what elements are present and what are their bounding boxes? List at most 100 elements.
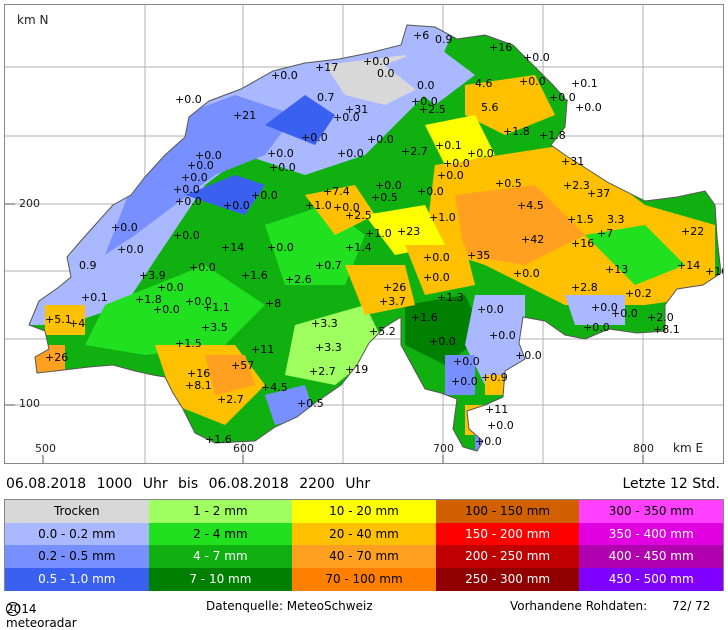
station-value: +11 xyxy=(485,403,509,416)
station-value: +1.6 xyxy=(205,433,232,446)
station-value: +0.0 xyxy=(489,329,516,342)
station-value: +4.5 xyxy=(261,381,288,394)
station-value: +4.5 xyxy=(517,199,544,212)
station-value: +0.0 xyxy=(301,131,328,144)
station-value: +0.0 xyxy=(153,303,180,316)
station-value: +3.9 xyxy=(139,269,166,282)
station-value: +21 xyxy=(233,109,257,122)
station-value: +4 xyxy=(69,317,86,330)
station-value: +0.0 xyxy=(523,51,550,64)
station-value: +0.0 xyxy=(475,435,502,448)
station-value: +22 xyxy=(681,225,705,238)
period-label: Letzte 12 Std. xyxy=(622,476,720,492)
station-value: +31 xyxy=(561,155,585,168)
legend-entry: 0.5 - 1.0 mm xyxy=(5,567,149,591)
station-value: +0.0 xyxy=(187,159,214,172)
to-time: 2200 Uhr xyxy=(299,476,371,492)
station-value: +7.4 xyxy=(323,185,350,198)
station-value: +8.1 xyxy=(653,323,680,336)
legend-entry: 7 - 10 mm xyxy=(148,567,293,591)
station-value: +2.7 xyxy=(309,365,336,378)
station-value: +16 xyxy=(571,237,595,250)
raw-data-value: 72/ 72 xyxy=(672,599,711,613)
axis-east-label: km E xyxy=(673,441,704,455)
station-value: +0.0 xyxy=(417,185,444,198)
station-value: +1.8 xyxy=(503,125,530,138)
station-value: +1.5 xyxy=(567,213,594,226)
station-value: +0.0 xyxy=(443,157,470,170)
station-value: +2.6 xyxy=(285,273,312,286)
legend-entry: 100 - 150 mm xyxy=(435,500,580,523)
station-value: +2.7 xyxy=(401,145,428,158)
station-value: +26 xyxy=(45,351,69,364)
station-value: +16 xyxy=(489,41,513,54)
station-value: +0.0 xyxy=(173,229,200,242)
station-value: +5.1 xyxy=(45,313,72,326)
legend-entry: 20 - 40 mm xyxy=(292,522,436,546)
station-value: +0.5 xyxy=(495,177,522,190)
station-value: +0.0 xyxy=(437,169,464,182)
legend-entry: 350 - 400 mm xyxy=(579,522,723,546)
station-value: +0.0 xyxy=(423,271,450,284)
station-value: +13 xyxy=(605,263,629,276)
axis-north-label: km N xyxy=(17,13,49,27)
legend-entry: 1 - 2 mm xyxy=(148,500,293,523)
legend-entry: 150 - 200 mm xyxy=(435,522,580,546)
precipitation-legend: Trocken 0.0 - 0.2 mm 0.2 - 0.5 mm 0.5 - 1.0… xyxy=(4,499,724,591)
station-value: +2.7 xyxy=(217,393,244,406)
station-value: +2.3 xyxy=(563,179,590,192)
station-value: +0.0 xyxy=(251,189,278,202)
station-value: +42 xyxy=(521,233,545,246)
station-value: +57 xyxy=(231,359,255,372)
station-value: +37 xyxy=(587,187,611,200)
station-value: +3.7 xyxy=(379,295,406,308)
station-value: +0.0 xyxy=(583,321,610,334)
station-value: +0.7 xyxy=(315,259,342,272)
station-value: +0.0 xyxy=(189,261,216,274)
legend-entry: 0.0 - 0.2 mm xyxy=(5,522,149,546)
range-separator: bis xyxy=(178,476,199,492)
station-value: +1.0 xyxy=(429,211,456,224)
station-value: +0.0 xyxy=(611,307,638,320)
station-value: +19 xyxy=(345,363,369,376)
station-value: +1.8 xyxy=(135,293,162,306)
station-value: +0.0 xyxy=(575,101,602,114)
station-value: +0.0 xyxy=(519,75,546,88)
station-value: +2.8 xyxy=(571,281,598,294)
station-value: +31 xyxy=(345,103,369,116)
station-value: +1.0 xyxy=(365,227,392,240)
station-value: +7 xyxy=(597,227,614,240)
legend-entry: 300 - 350 mm xyxy=(579,500,723,523)
station-value: +0.0 xyxy=(111,221,138,234)
station-value: +0.2 xyxy=(625,287,652,300)
data-source: Datenquelle: MeteoSchweiz xyxy=(206,599,373,613)
y-tick-label: 200 xyxy=(19,197,40,210)
station-value: +0.0 xyxy=(453,355,480,368)
station-value: 4.6 xyxy=(475,77,493,90)
station-value: +17 xyxy=(315,61,339,74)
station-value: +0.0 xyxy=(185,295,212,308)
station-value: +1.8 xyxy=(539,129,566,142)
station-value: 3.3 xyxy=(607,213,625,226)
station-value: +0.0 xyxy=(157,281,184,294)
station-value: +0.0 xyxy=(195,149,222,162)
station-value: +0.0 xyxy=(477,303,504,316)
x-tick-label: 800 xyxy=(633,442,654,455)
legend-entry: 2 - 4 mm xyxy=(148,522,293,546)
station-value: +0.0 xyxy=(367,133,394,146)
station-value: +1.6 xyxy=(241,269,268,282)
station-value: 0.0 xyxy=(417,79,435,92)
station-value: +26 xyxy=(383,281,407,294)
station-value: +0.1 xyxy=(435,139,462,152)
from-time: 1000 Uhr xyxy=(96,476,168,492)
station-value: +0.1 xyxy=(571,77,598,90)
station-value: +1.3 xyxy=(437,291,464,304)
legend-entry: 40 - 70 mm xyxy=(292,545,436,568)
x-tick-label: 600 xyxy=(233,442,254,455)
station-value: +14 xyxy=(221,241,245,254)
station-value: +6 xyxy=(413,29,430,42)
station-value: +1.4 xyxy=(345,241,372,254)
station-value: +0.9 xyxy=(481,371,508,384)
station-value: +0.0 xyxy=(175,195,202,208)
station-value: +0.0 xyxy=(451,375,478,388)
